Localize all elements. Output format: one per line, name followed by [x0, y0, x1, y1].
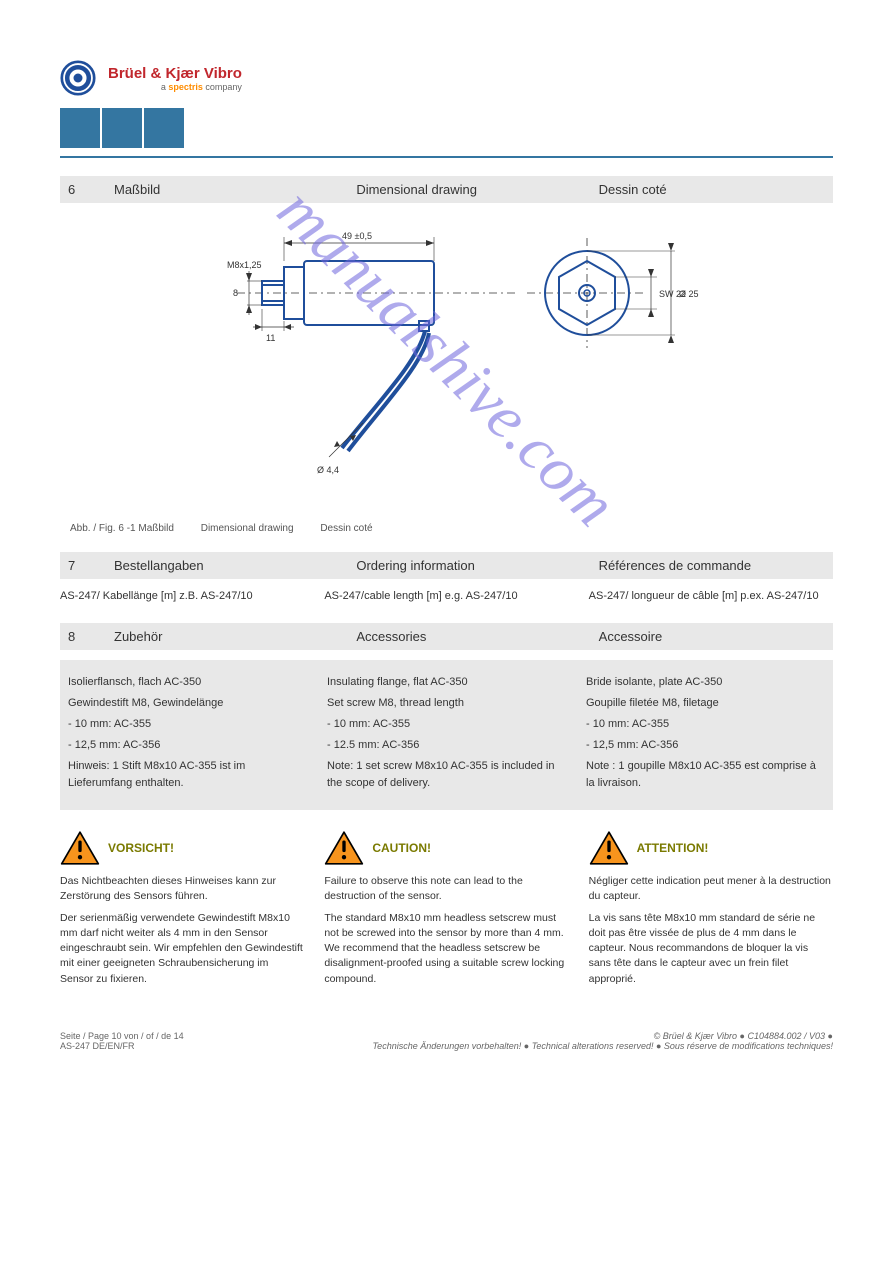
acc-fr-l2: Goupille filetée M8, filetage — [586, 695, 825, 712]
acc-fr-l4a: - 12,5 mm: — [586, 739, 639, 751]
sec6-fr: Dessin coté — [599, 182, 825, 197]
dim-dia: Ø 25 — [679, 289, 699, 299]
figcap-en: Dimensional drawing — [201, 523, 294, 534]
acc-fr-l3: - 10 mm: AC-355 — [586, 716, 825, 733]
acc-en-l4b: AC-356 — [380, 739, 420, 751]
footer-pagenum: Seite / Page 10 von / of / de 14 — [60, 1031, 184, 1041]
acc-en-l4a: - 12.5 mm: — [327, 739, 380, 751]
acc-de-l4a: - 12,5 mm: — [68, 739, 121, 751]
caution-de-p1: Das Nichtbeachten dieses Hinweises kann … — [60, 874, 304, 904]
brand-logo-icon — [60, 60, 96, 96]
acc-en: Insulating flange, flat AC-350 Set screw… — [327, 670, 566, 796]
page-footer: Seite / Page 10 von / of / de 14 AS-247 … — [60, 1031, 833, 1051]
footer-right: © Brüel & Kjær Vibro ● C104884.002 / V03… — [373, 1031, 833, 1051]
acc-fr-l4: - 12,5 mm: AC-356 — [586, 737, 825, 754]
caution-icon — [589, 830, 629, 866]
acc-en-l3a: - 10 mm: — [327, 718, 373, 730]
acc-de-note: Hinweis: 1 Stift M8x10 AC-355 ist im Lie… — [68, 758, 307, 792]
header-rule — [60, 156, 833, 158]
brand-tagline: a spectris company — [108, 82, 242, 92]
tag-accent: spectris — [168, 82, 203, 92]
acc-en-l4: - 12.5 mm: AC-356 — [327, 737, 566, 754]
lang-tab-de: DE — [60, 108, 100, 148]
footer-disclaimer: Technische Änderungen vorbehalten! ● Tec… — [373, 1041, 833, 1051]
sec6-de: Maßbild — [114, 182, 340, 197]
acc-de-l4b: AC-356 — [121, 739, 161, 751]
figcap-de: Abb. / Fig. 6 -1 Maßbild — [70, 523, 174, 534]
lang-tab-fr: FR — [144, 108, 184, 148]
acc-fr: Bride isolante, plate AC-350 Goupille fi… — [586, 670, 825, 796]
order-de: AS-247/ Kabellänge [m] z.B. AS-247/10 — [60, 589, 304, 605]
acc-en-l3: - 10 mm: AC-355 — [327, 716, 566, 733]
section-8-header: 8 Zubehör Accessories Accessoire — [60, 623, 833, 650]
sec6-en: Dimensional drawing — [356, 182, 582, 197]
brand-name: Brüel & Kjær Vibro — [108, 65, 242, 82]
dim-thread: M8x1,25 — [227, 260, 262, 270]
dim-stud-h: 8 — [233, 288, 238, 298]
caution-en-p1: Failure to observe this note can lead to… — [324, 874, 568, 904]
caution-icon — [324, 830, 364, 866]
acc-de-l4: - 12,5 mm: AC-356 — [68, 737, 307, 754]
caution-row: VORSICHT! Das Nichtbeachten dieses Hinwe… — [60, 830, 833, 993]
dim-stud-len: 11 — [266, 333, 275, 343]
acc-en-note: Note: 1 set screw M8x10 AC-355 is includ… — [327, 758, 566, 792]
caution-label-fr: ATTENTION! — [637, 841, 709, 855]
acc-de: Isolierflansch, flach AC-350 Gewindestif… — [68, 670, 307, 796]
footer-rev: © Brüel & Kjær Vibro ● C104884.002 / V03… — [373, 1031, 833, 1041]
acc-de-l1: Isolierflansch, flach AC-350 — [68, 674, 307, 691]
dim-cable: Ø 4,4 — [317, 465, 339, 475]
caution-en-p2: The standard M8x10 mm headless setscrew … — [324, 911, 568, 987]
sec7-en: Ordering information — [356, 558, 582, 573]
sec7-num: 7 — [68, 558, 98, 573]
order-en: AS-247/cable length [m] e.g. AS-247/10 — [324, 589, 568, 605]
sec7-de: Bestellangaben — [114, 558, 340, 573]
section-6-header: 6 Maßbild Dimensional drawing Dessin cot… — [60, 176, 833, 203]
caution-fr-p1: Négliger cette indication peut mener à l… — [589, 874, 833, 904]
acc-fr-l3a: - 10 mm: — [586, 718, 632, 730]
acc-de-l3a: - 10 mm: — [68, 718, 114, 730]
sec6-num: 6 — [68, 182, 98, 197]
section-7-header: 7 Bestellangaben Ordering information Ré… — [60, 552, 833, 579]
footer-docid: AS-247 DE/EN/FR — [60, 1041, 184, 1051]
page-root: Brüel & Kjær Vibro a spectris company DE… — [0, 0, 893, 1091]
order-fr: AS-247/ longueur de câble [m] p.ex. AS-2… — [589, 589, 833, 605]
acc-en-l3b: AC-355 — [373, 718, 410, 730]
tag-suf: company — [203, 82, 242, 92]
dim-length: 49 ±0,5 — [342, 231, 372, 241]
acc-en-l1: Insulating flange, flat AC-350 — [327, 674, 566, 691]
brand-header: Brüel & Kjær Vibro a spectris company — [60, 60, 833, 96]
sec8-fr: Accessoire — [599, 629, 825, 644]
acc-fr-l1: Bride isolante, plate AC-350 — [586, 674, 825, 691]
acc-fr-l3b: AC-355 — [632, 718, 669, 730]
dimensional-diagram: 49 ±0,5 8 11 M8x1,25 Ø 4,4 — [167, 213, 727, 513]
acc-de-l2: Gewindestift M8, Gewindelänge — [68, 695, 307, 712]
lang-tab-en: EN — [102, 108, 142, 148]
caution-de-p2: Der serienmäßig verwendete Gewindestift … — [60, 911, 304, 987]
caution-label-de: VORSICHT! — [108, 841, 174, 855]
figcap-fr: Dessin coté — [320, 523, 372, 534]
acc-de-l3b: AC-355 — [114, 718, 151, 730]
accessories-block: Isolierflansch, flach AC-350 Gewindestif… — [60, 660, 833, 810]
sec8-de: Zubehör — [114, 629, 340, 644]
footer-left: Seite / Page 10 von / of / de 14 AS-247 … — [60, 1031, 184, 1051]
acc-en-l2: Set screw M8, thread length — [327, 695, 566, 712]
acc-fr-l4b: AC-356 — [639, 739, 679, 751]
lang-tabs: DE EN FR — [60, 108, 833, 148]
sec8-num: 8 — [68, 629, 98, 644]
caution-fr-p2: La vis sans tête M8x10 mm standard de sé… — [589, 911, 833, 987]
sec7-fr: Références de commande — [599, 558, 825, 573]
sec8-en: Accessories — [356, 629, 582, 644]
caution-en: CAUTION! Failure to observe this note ca… — [324, 830, 568, 993]
ordering-row: AS-247/ Kabellänge [m] z.B. AS-247/10 AS… — [60, 589, 833, 605]
acc-fr-note: Note : 1 goupille M8x10 AC-355 est compr… — [586, 758, 825, 792]
caution-de: VORSICHT! Das Nichtbeachten dieses Hinwe… — [60, 830, 304, 993]
caution-icon — [60, 830, 100, 866]
caution-fr: ATTENTION! Négliger cette indication peu… — [589, 830, 833, 993]
brand-text: Brüel & Kjær Vibro a spectris company — [108, 65, 242, 92]
caution-label-en: CAUTION! — [372, 841, 431, 855]
acc-de-l3: - 10 mm: AC-355 — [68, 716, 307, 733]
figure-caption: Abb. / Fig. 6 -1 Maßbild Dimensional dra… — [70, 523, 833, 534]
